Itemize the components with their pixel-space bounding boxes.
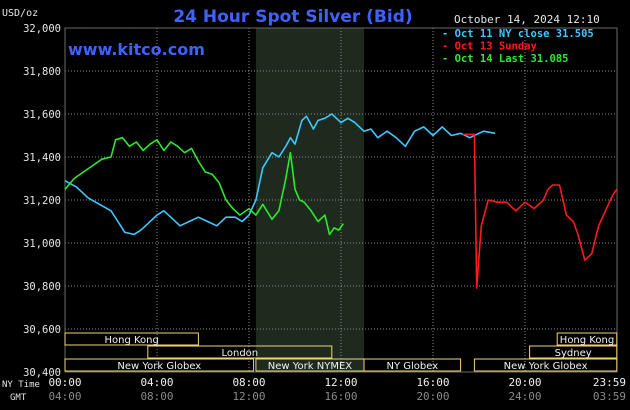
website-link[interactable]: www.kitco.com — [68, 40, 205, 59]
x-tick-label-gmt: 20:00 — [416, 390, 449, 403]
plot-frame — [64, 27, 618, 373]
y-tick-label: 30,600 — [23, 324, 61, 336]
session-bar: Sydney — [529, 345, 618, 359]
y-axis-unit: USD/oz — [2, 8, 38, 19]
y-tick-label: 32,000 — [23, 23, 61, 35]
x-tick-label-ny: 04:00 — [140, 376, 173, 389]
session-bar: New York Globex — [64, 358, 255, 372]
x-tick-label-ny: 12:00 — [324, 376, 357, 389]
x-axis-row1-label: NY Time — [2, 380, 40, 390]
price-lines — [64, 113, 618, 289]
y-tick-label: 30,400 — [23, 367, 61, 379]
y-tick-labels: 32,000 31,800 31,600 31,400 31,200 31,000 30,8… — [23, 23, 61, 379]
session-bracket — [147, 345, 333, 359]
session-label: Hong Kong — [105, 335, 159, 346]
y-tick-label: 30,800 — [23, 281, 61, 293]
grid-lines — [64, 27, 618, 373]
x-tick-label-ny: 23:59 — [593, 376, 626, 389]
x-tick-label-gmt: 24:00 — [508, 390, 541, 403]
x-tick-label-gmt: 08:00 — [140, 390, 173, 403]
legend: - Oct 11 NY close 31.505- Oct 13 Sunday-… — [442, 28, 594, 65]
series-line-oct14 — [64, 136, 344, 236]
session-label: Sydney — [555, 348, 592, 359]
x-tick-label-ny: 20:00 — [508, 376, 541, 389]
y-tick-label: 31,200 — [23, 195, 61, 207]
x-axis-row2-label: GMT — [10, 393, 27, 403]
x-tick-label-ny: 00:00 — [48, 376, 81, 389]
y-tick-label: 31,400 — [23, 152, 61, 164]
session-bar: New York Globex — [473, 358, 618, 372]
series-line-oct13 — [462, 133, 618, 289]
x-tick-labels: NY TimeGMT00:0004:0004:0008:0008:0012:00… — [2, 376, 626, 403]
y-tick-label: 31,000 — [23, 238, 61, 250]
x-tick-label-ny: 08:00 — [232, 376, 265, 389]
session-label: New York Globex — [504, 361, 588, 372]
x-tick-label-gmt: 12:00 — [232, 390, 265, 403]
chart-title: 24 Hour Spot Silver (Bid) — [173, 7, 412, 27]
session-label: New York NYMEX — [268, 361, 353, 372]
legend-entry-oct14: - Oct 14 Last 31.085 — [442, 53, 568, 65]
session-bracket — [529, 345, 618, 359]
session-bracket — [556, 332, 618, 346]
session-label: London — [221, 348, 258, 359]
session-bracket — [363, 358, 462, 372]
nymex-highlight-band — [255, 28, 364, 372]
session-label: New York Globex — [117, 361, 201, 372]
x-tick-label-gmt: 03:59 — [593, 390, 626, 403]
y-tick-label: 31,600 — [23, 109, 61, 121]
x-tick-label-ny: 16:00 — [416, 376, 449, 389]
legend-entry-oct13: - Oct 13 Sunday — [442, 41, 538, 53]
x-tick-label-gmt: 04:00 — [48, 390, 81, 403]
session-bracket — [64, 358, 255, 372]
session-label: NY Globex — [386, 361, 438, 372]
session-bar: Hong Kong — [556, 332, 618, 346]
x-tick-label-gmt: 16:00 — [324, 390, 357, 403]
legend-entry-oct11: - Oct 11 NY close 31.505 — [442, 28, 594, 40]
session-bar: London — [147, 345, 333, 359]
session-bracket — [473, 358, 618, 372]
timestamp: October 14, 2024 12:10 — [454, 13, 600, 26]
session-label: Hong Kong — [560, 335, 614, 346]
session-bar: NY Globex — [363, 358, 462, 372]
session-bracket — [64, 332, 199, 346]
y-tick-label: 31,800 — [23, 66, 61, 78]
session-bar: Hong Kong — [64, 332, 199, 346]
series-line-oct11 — [64, 113, 496, 236]
trading-sessions: Hong Kong London New York Globex New York N… — [64, 332, 618, 372]
session-bar: New York NYMEX — [255, 358, 365, 372]
